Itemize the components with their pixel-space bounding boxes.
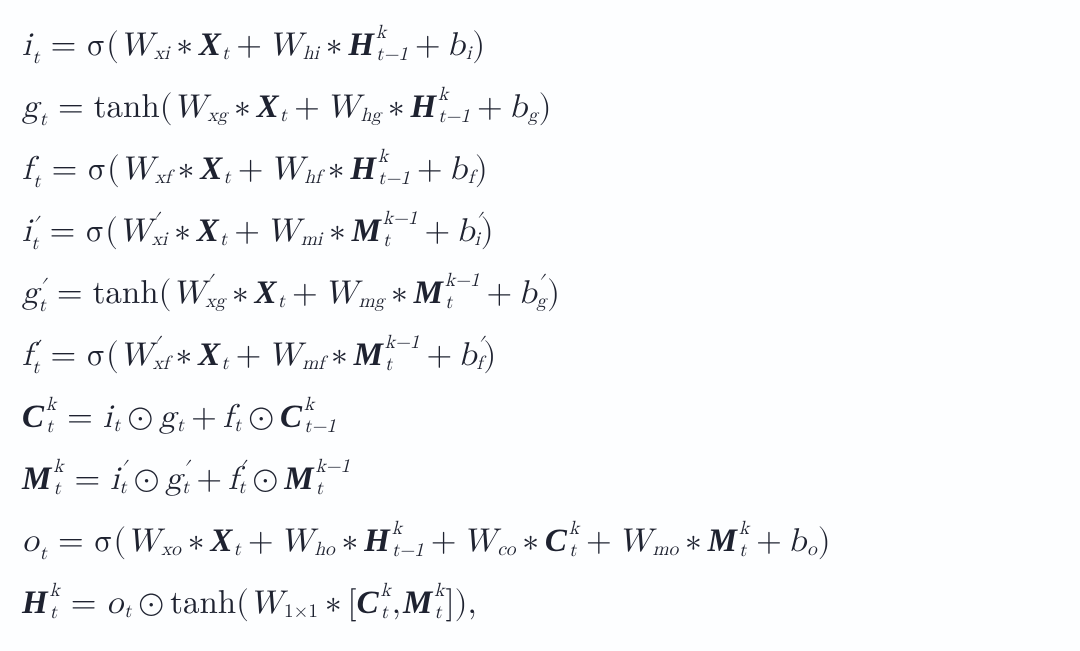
- lparen: (: [106, 29, 119, 62]
- prime: ′: [32, 215, 38, 234]
- equation-10: Hkt = ot ⊙ tanh( W1×1 ∗ [ Ckt , Mkt ] ),: [22, 572, 1058, 634]
- equation-3: ft = σ( Wxf ∗ Xt + Whf ∗ Hkt−1 + bf ): [22, 138, 1058, 200]
- var-f: f: [22, 153, 32, 186]
- C: C: [22, 401, 44, 434]
- W: W: [268, 29, 302, 62]
- sub-t1: t−1: [376, 46, 408, 64]
- var-o: o: [22, 525, 39, 558]
- H: H: [348, 29, 374, 62]
- plus: +: [230, 29, 268, 62]
- equation-1: it = σ( Wxi ∗ Xt + Whi ∗ Hkt−1 + bi ): [22, 14, 1058, 76]
- conv: ∗: [320, 29, 349, 62]
- lbrack: [: [347, 587, 356, 620]
- equation-6: f′t = σ( W′xf ∗ Xt + Wmf ∗ Mk−1t + b′f ): [22, 324, 1058, 386]
- sup-k: k: [376, 24, 408, 42]
- var-i: i: [22, 29, 31, 62]
- comma: ,: [392, 587, 401, 620]
- sub-i: i: [466, 44, 471, 63]
- var-g: g: [22, 91, 39, 124]
- equation-9: ot = σ( Wxo ∗ Xt + Who ∗ Hkt−1 + Wco ∗ C…: [22, 510, 1058, 572]
- sub-t: t: [32, 48, 39, 67]
- equation-8: Mkt = i′t ⊙ g′t + f′t ⊙ Mk−1t: [22, 448, 1058, 510]
- eq-sign: =: [41, 29, 87, 62]
- sub-xi: xi: [154, 44, 169, 63]
- hadamard: ⊙: [121, 401, 159, 434]
- sub-t: t: [222, 44, 229, 63]
- W: W: [119, 29, 153, 62]
- tanh: tanh: [94, 91, 160, 124]
- conv: ∗: [170, 29, 199, 62]
- rparen: ): [472, 29, 485, 62]
- equation-block: it = σ( Wxi ∗ Xt + Whi ∗ Hkt−1 + bi ) gt…: [0, 0, 1080, 644]
- X: X: [199, 29, 221, 62]
- b: b: [447, 29, 465, 62]
- equation-4: i′t = σ( W′xi ∗ Xt + Wmi ∗ Mk−1t + b′i ): [22, 200, 1058, 262]
- plus: +: [409, 29, 447, 62]
- sigma: σ: [86, 29, 106, 62]
- trailing-comma: ,: [467, 587, 476, 620]
- equation-5: g′t = tanh( W′xg ∗ Xt + Wmg ∗ Mk−1t + b′…: [22, 262, 1058, 324]
- rbrack: ]: [445, 587, 454, 620]
- equation-7: Ckt = it ⊙ gt + ft ⊙ Ckt−1: [22, 386, 1058, 448]
- sub-hi: hi: [303, 44, 319, 63]
- M: M: [22, 463, 51, 496]
- equation-2: gt = tanh( Wxg ∗ Xt + Whg ∗ Hkt−1 + bg ): [22, 76, 1058, 138]
